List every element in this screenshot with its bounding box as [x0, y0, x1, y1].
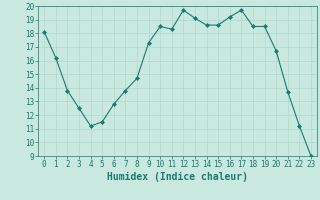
- X-axis label: Humidex (Indice chaleur): Humidex (Indice chaleur): [107, 172, 248, 182]
